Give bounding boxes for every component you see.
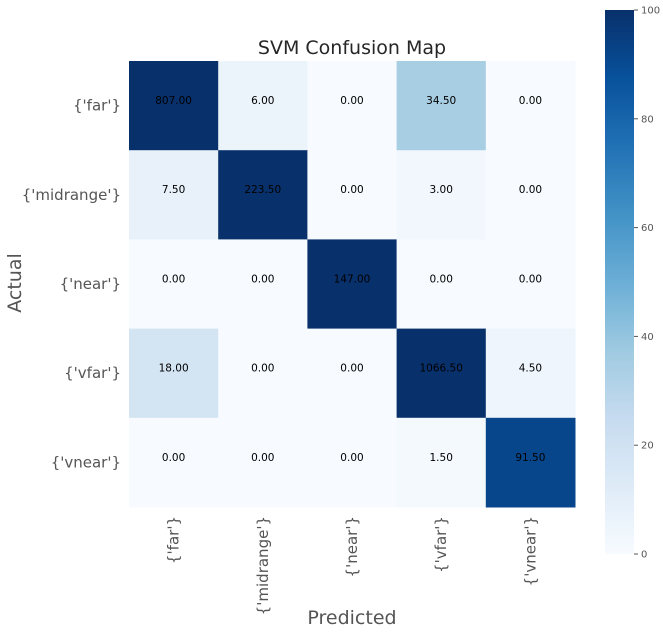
x-tick-label: {'near'} — [343, 516, 361, 577]
heatmap-cell — [396, 417, 487, 508]
y-tick-label: {'far'} — [73, 97, 121, 115]
y-axis-tick-labels: {'far'} {'midrange'} {'near'} {'vfar'} {'vne… — [22, 97, 121, 472]
cell-value-label: 6.00 — [251, 95, 274, 107]
colorbar-tick-label: 20 — [641, 441, 654, 452]
y-tick-label: {'vfar'} — [64, 364, 121, 382]
heatmap-cell — [307, 328, 398, 419]
chart-title: SVM Confusion Map — [258, 37, 446, 59]
heatmap-cell — [485, 150, 576, 240]
cell-value-label: 1.50 — [430, 452, 453, 464]
heatmap-cell — [129, 328, 219, 419]
cell-value-label: 0.00 — [251, 273, 274, 285]
heatmap-cell — [485, 239, 576, 330]
cell-value-label: 0.00 — [519, 273, 542, 285]
heatmap-cell — [218, 328, 308, 419]
cell-value-label: 807.00 — [155, 95, 192, 107]
colorbar — [605, 10, 634, 554]
x-tick-label: {'vfar'} — [432, 516, 450, 573]
cell-value-label: 7.50 — [162, 184, 185, 196]
heatmap-cell — [396, 239, 487, 330]
y-tick-label: {'midrange'} — [22, 186, 121, 204]
y-tick-label: {'vnear'} — [51, 453, 121, 471]
colorbar-tick-label: 100 — [641, 6, 660, 17]
heatmap-cell — [129, 417, 219, 508]
x-axis-tick-labels: {'far'} {'midrange'} {'near'} {'vfar'} {'vne… — [165, 516, 540, 615]
cell-value-label: 34.50 — [426, 95, 456, 107]
heatmap-cell — [307, 150, 398, 240]
x-tick-label: {'far'} — [165, 516, 183, 564]
cell-value-label: 0.00 — [251, 363, 274, 375]
cell-value-label: 223.50 — [244, 184, 281, 196]
heatmap-cell — [218, 150, 308, 240]
cell-value-label: 0.00 — [340, 363, 363, 375]
cell-value-label: 0.00 — [251, 452, 274, 464]
cell-value-label: 0.00 — [519, 95, 542, 107]
x-tick-label: {'midrange'} — [254, 516, 272, 615]
heatmap-cell — [307, 61, 398, 151]
heatmap-cell — [485, 328, 576, 419]
cell-value-label: 0.00 — [162, 452, 185, 464]
heatmap-cell — [129, 150, 219, 240]
heatmap-cell — [218, 239, 308, 330]
heatmap-cell — [307, 417, 398, 508]
colorbar-tick-label: 80 — [641, 114, 654, 125]
cell-value-label: 0.00 — [340, 184, 363, 196]
colorbar-ticks: 0 20 40 60 80 100 — [634, 6, 660, 561]
colorbar-tick-label: 40 — [641, 332, 654, 343]
heatmap-cell — [396, 328, 487, 419]
heatmap-cell — [218, 417, 308, 508]
cell-value-label: 91.50 — [515, 452, 545, 464]
cell-value-label: 0.00 — [162, 273, 185, 285]
heatmap-cell — [485, 61, 576, 151]
y-tick-label: {'near'} — [60, 275, 121, 293]
heatmap-cell — [307, 239, 398, 330]
heatmap-cells — [129, 61, 576, 508]
x-axis-label: Predicted — [307, 607, 396, 629]
heatmap-cell — [218, 61, 308, 151]
cell-value-label: 0.00 — [340, 452, 363, 464]
cell-value-label: 1066.50 — [419, 363, 462, 375]
heatmap-cell-labels: 807.00 6.00 0.00 34.50 0.00 7.50 223.50 0.00 3.0… — [155, 95, 545, 464]
cell-value-label: 0.00 — [340, 95, 363, 107]
cell-value-label: 0.00 — [430, 273, 453, 285]
colorbar-tick-label: 0 — [641, 550, 647, 561]
heatmap-cell — [396, 150, 487, 240]
cell-value-label: 0.00 — [519, 184, 542, 196]
heatmap-cell — [129, 61, 219, 151]
cell-value-label: 3.00 — [430, 184, 453, 196]
cell-value-label: 4.50 — [519, 363, 542, 375]
heatmap-cell — [485, 417, 576, 508]
cell-value-label: 147.00 — [334, 273, 371, 285]
y-axis-label: Actual — [4, 253, 26, 313]
x-tick-label: {'vnear'} — [521, 516, 539, 586]
colorbar-tick-label: 60 — [641, 223, 654, 234]
heatmap-cell — [129, 239, 219, 330]
heatmap-cell — [396, 61, 487, 151]
cell-value-label: 18.00 — [159, 363, 189, 375]
